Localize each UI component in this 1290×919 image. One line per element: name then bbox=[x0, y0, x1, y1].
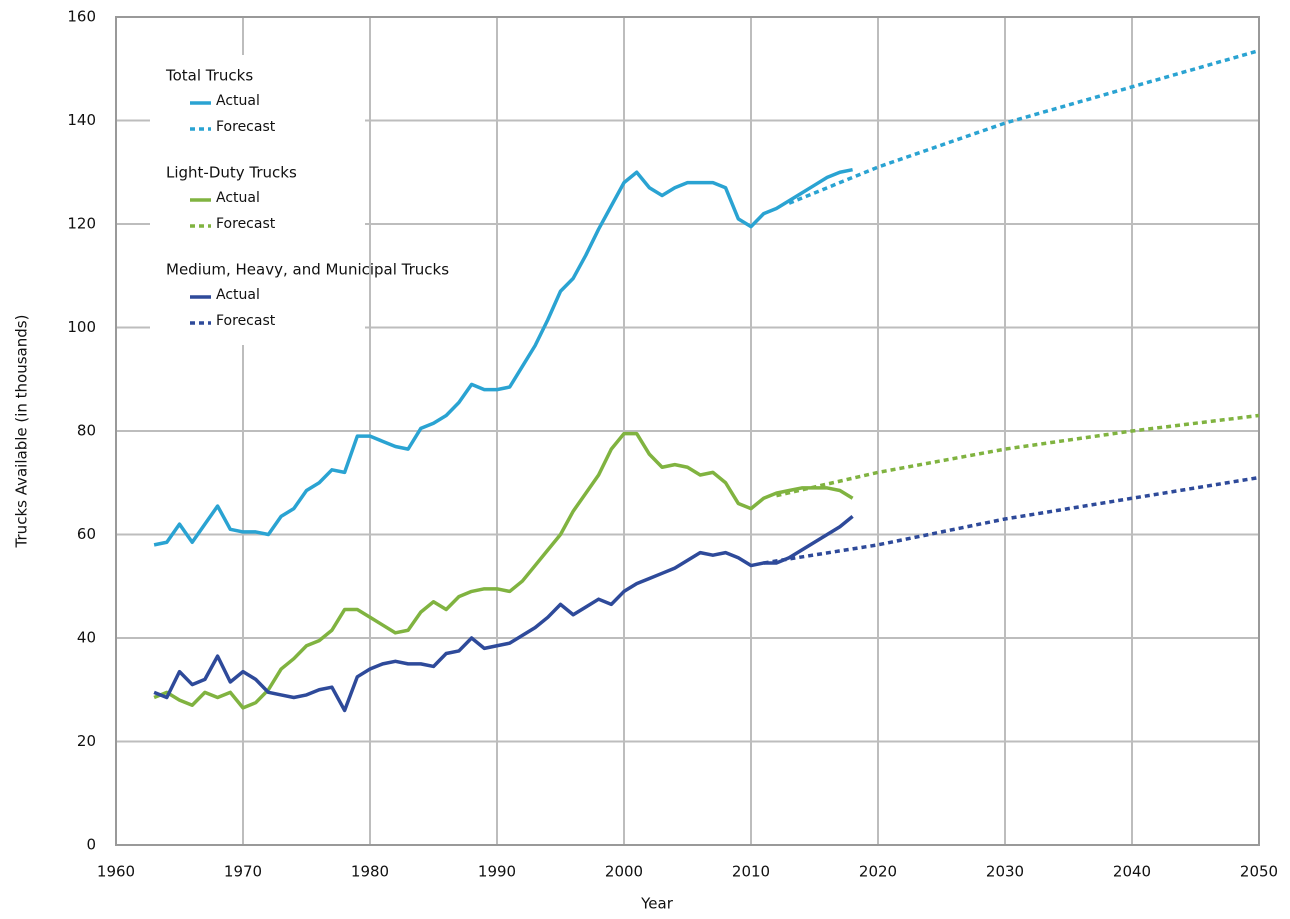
y-tick-label: 140 bbox=[67, 111, 96, 129]
legend-label: Actual bbox=[216, 190, 260, 206]
legend-label: Actual bbox=[216, 287, 260, 303]
data-line bbox=[153, 431, 854, 710]
x-tick-label: 2010 bbox=[732, 863, 770, 881]
x-tick-label: 1990 bbox=[478, 863, 516, 881]
y-tick-label: 80 bbox=[77, 422, 96, 440]
legend-label: Forecast bbox=[216, 313, 276, 329]
x-tick-label: 2050 bbox=[1240, 863, 1278, 881]
plot-frame bbox=[115, 16, 1260, 846]
x-tick-label: 2030 bbox=[986, 863, 1024, 881]
legend-label: Forecast bbox=[216, 216, 276, 232]
legend-group-title: Medium, Heavy, and Municipal Trucks bbox=[166, 261, 449, 279]
data-line bbox=[776, 413, 1260, 498]
x-tick-label: 2040 bbox=[1113, 863, 1151, 881]
data-line bbox=[153, 167, 853, 547]
y-axis-label: Trucks Available (in thousands) bbox=[13, 315, 31, 549]
y-tick-label: 40 bbox=[77, 629, 96, 647]
legend-label: Actual bbox=[216, 93, 260, 109]
x-axis-label: Year bbox=[640, 895, 674, 913]
y-tick-label: 120 bbox=[67, 215, 96, 233]
y-tick-label: 160 bbox=[67, 8, 96, 26]
x-tick-label: 2020 bbox=[859, 863, 897, 881]
legend-label: Forecast bbox=[216, 119, 276, 135]
y-tick-label: 100 bbox=[67, 318, 96, 336]
data-line bbox=[153, 515, 854, 713]
x-tick-label: 2000 bbox=[605, 863, 643, 881]
legend-group-title: Total Trucks bbox=[165, 67, 253, 85]
y-tick-label: 20 bbox=[77, 732, 96, 750]
y-tick-label: 60 bbox=[77, 525, 96, 543]
x-tick-label: 1960 bbox=[97, 863, 135, 881]
legend-group-title: Light-Duty Trucks bbox=[166, 164, 297, 182]
data-line bbox=[763, 475, 1260, 565]
x-tick-label: 1970 bbox=[224, 863, 262, 881]
y-tick-label: 0 bbox=[86, 836, 96, 854]
x-tick-label: 1980 bbox=[351, 863, 389, 881]
legend-background bbox=[150, 55, 365, 345]
data-line bbox=[788, 48, 1260, 205]
